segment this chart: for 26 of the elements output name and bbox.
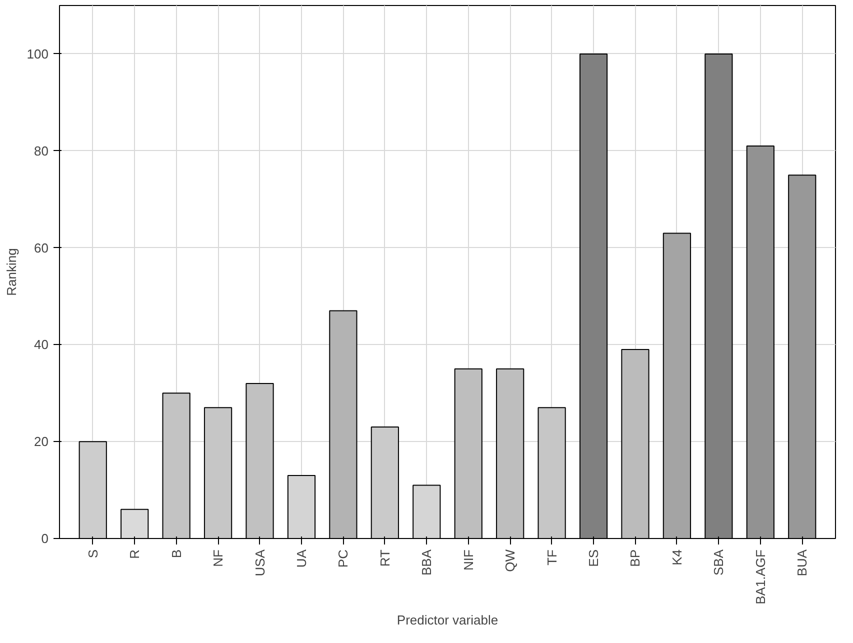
x-tick-label: B (168, 550, 184, 558)
x-tick-label: BBA (419, 549, 434, 576)
x-tick-label: NF (210, 549, 226, 567)
x-tick-label: USA (252, 549, 268, 576)
x-tick-label: ES (586, 549, 602, 567)
x-tick-label: NIF (460, 549, 476, 570)
x-tick-label: BUA (794, 549, 810, 576)
x-tick-label: R (127, 550, 142, 559)
x-tick-label: BA1.AGF (752, 549, 768, 604)
x-tick-label: K4 (669, 549, 684, 566)
y-tick-label: 60 (34, 240, 49, 256)
y-tick-label: 100 (26, 46, 49, 62)
x-tick-label: RT (377, 549, 392, 567)
x-tick-label: UA (294, 549, 309, 568)
x-tick-label: PC (336, 549, 351, 568)
x-tick-label: SBA (711, 549, 726, 576)
x-tick-label: QW (502, 548, 518, 572)
x-tick-label: TF (544, 549, 560, 566)
y-tick-label: 40 (34, 337, 49, 352)
y-tick-label: 80 (34, 143, 49, 158)
x-tick-label: BP (628, 550, 643, 567)
x-axis-title: Predictor variable (396, 612, 498, 628)
y-tick-label: 20 (34, 434, 49, 450)
x-tick-label: S (85, 549, 100, 558)
y-tick-label: 0 (41, 531, 49, 546)
y-axis-title: Ranking (4, 248, 19, 296)
